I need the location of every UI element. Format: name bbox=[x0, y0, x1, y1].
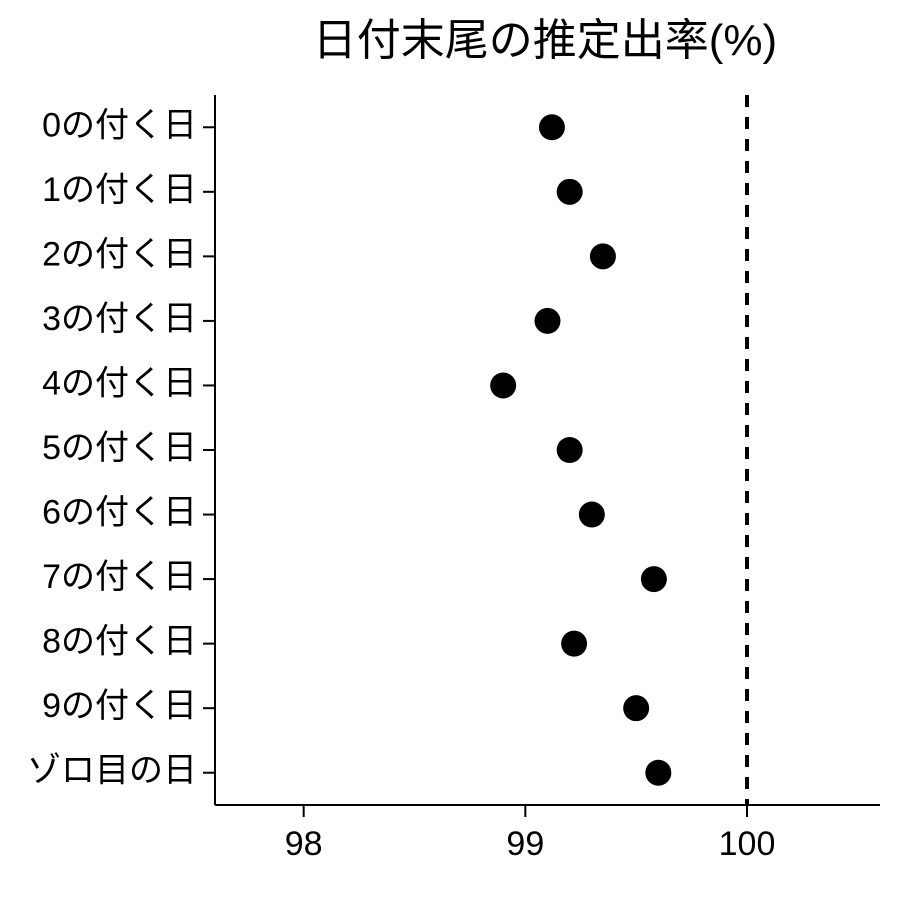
data-point bbox=[641, 566, 667, 592]
y-category-label: 8の付く日 bbox=[42, 623, 197, 661]
data-point bbox=[539, 114, 565, 140]
y-category-label: 4の付く日 bbox=[42, 364, 197, 402]
chart-title: 日付末尾の推定出率(%) bbox=[313, 16, 777, 65]
y-category-label: 9の付く日 bbox=[42, 687, 197, 725]
y-category-label: 3の付く日 bbox=[42, 300, 197, 338]
x-tick-label: 100 bbox=[719, 825, 776, 863]
data-point bbox=[623, 695, 649, 721]
data-point bbox=[490, 372, 516, 398]
data-point bbox=[590, 243, 616, 269]
dot-plot-chart: 日付末尾の推定出率(%) 98 99 100 0の付く日 1の付く日 2の付く日 3の付く日 4… bbox=[0, 0, 900, 900]
y-category-label: 5の付く日 bbox=[42, 429, 197, 467]
data-point bbox=[645, 760, 671, 786]
y-category-label: 0の付く日 bbox=[42, 106, 197, 144]
data-point bbox=[557, 179, 583, 205]
data-point bbox=[557, 437, 583, 463]
data-point bbox=[561, 631, 587, 657]
x-tick-label: 99 bbox=[506, 825, 544, 863]
x-tick-label: 98 bbox=[285, 825, 323, 863]
y-category-label: ゾロ目の日 bbox=[27, 752, 197, 790]
y-category-label: 2の付く日 bbox=[42, 235, 197, 273]
y-category-label: 1の付く日 bbox=[42, 171, 197, 209]
y-category-label: 7の付く日 bbox=[42, 558, 197, 596]
y-category-label: 6の付く日 bbox=[42, 494, 197, 532]
data-point bbox=[535, 308, 561, 334]
data-point bbox=[579, 502, 605, 528]
